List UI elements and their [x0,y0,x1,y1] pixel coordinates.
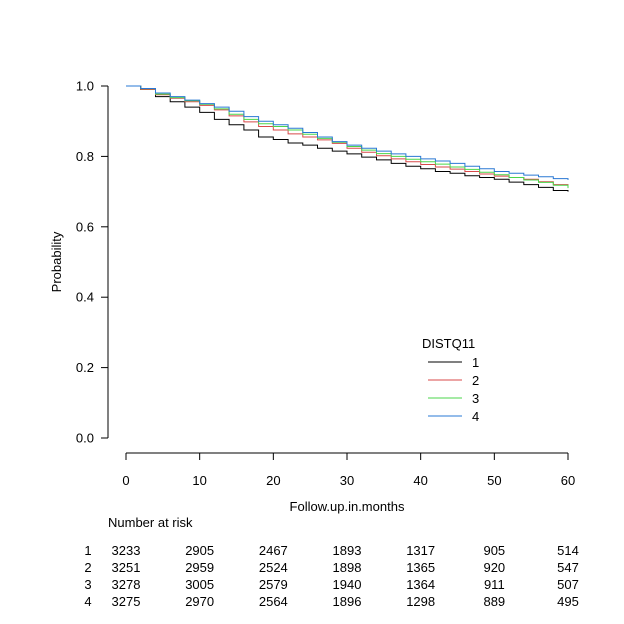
x-tick-label: 0 [122,473,129,488]
risk-value: 2564 [259,594,288,609]
axes-group: 0.0 0.2 0.4 0.6 0.8 1.0 0 10 20 30 40 50 60 Probabi… [49,79,575,515]
y-tick-label: 0.0 [76,431,94,446]
risk-value: 2467 [259,543,288,558]
y-tick-label: 0.8 [76,149,94,164]
risk-value: 2524 [259,560,288,575]
legend: DISTQ11 1 2 3 4 [422,336,479,424]
risk-value: 1940 [333,577,362,592]
risk-value: 3251 [112,560,141,575]
series-line-4 [126,85,569,180]
risk-value: 1896 [333,594,362,609]
series-lines [126,85,569,192]
x-tick-label: 30 [340,473,354,488]
x-tick-label: 60 [561,473,575,488]
risk-value: 547 [557,560,579,575]
risk-value: 2970 [185,594,214,609]
risk-row-label: 2 [84,560,91,575]
series-line-3 [126,85,569,189]
legend-label-1: 1 [472,355,479,370]
risk-row-label: 3 [84,577,91,592]
y-tick-label: 1.0 [76,79,94,94]
y-axis-title: Probability [49,231,64,292]
y-tick-label: 0.2 [76,360,94,375]
risk-value: 514 [557,543,579,558]
risk-value: 1365 [406,560,435,575]
risk-row-label: 4 [84,594,91,609]
risk-value: 1364 [406,577,435,592]
risk-value: 507 [557,577,579,592]
legend-title: DISTQ11 [422,336,475,351]
x-axis-title: Follow.up.in.months [290,499,405,514]
risk-value: 905 [483,543,505,558]
x-tick-label: 50 [487,473,501,488]
legend-label-4: 4 [472,409,479,424]
risk-rows: 1 3233 2905 2467 1893 1317 905 514 2 3251 2959 2524… [84,543,578,609]
risk-value: 3233 [112,543,141,558]
risk-row-label: 1 [84,543,91,558]
risk-value: 3005 [185,577,214,592]
risk-value: 1298 [406,594,435,609]
risk-value: 2905 [185,543,214,558]
legend-label-2: 2 [472,373,479,388]
series-line-1 [126,85,569,192]
legend-label-3: 3 [472,391,479,406]
y-tick-label: 0.4 [76,290,94,305]
risk-value: 1893 [333,543,362,558]
risk-value: 911 [484,577,505,592]
y-tick-label: 0.6 [76,219,94,234]
risk-value: 495 [557,594,579,609]
x-ticks: 0 10 20 30 40 50 60 [122,453,575,488]
risk-table-title: Number at risk [108,515,193,530]
x-tick-label: 40 [413,473,427,488]
x-tick-label: 10 [192,473,206,488]
number-at-risk-table: Number at risk 1 3233 2905 2467 1893 1317 905 5… [84,515,578,609]
x-tick-label: 20 [266,473,280,488]
risk-value: 3275 [112,594,141,609]
risk-value: 920 [483,560,505,575]
y-ticks: 0.0 0.2 0.4 0.6 0.8 1.0 [76,79,108,446]
legend-entries: 1 2 3 4 [428,355,479,424]
risk-value: 2579 [259,577,288,592]
series-line-2 [126,85,569,187]
risk-value: 3278 [112,577,141,592]
risk-value: 2959 [185,560,214,575]
risk-value: 889 [483,594,505,609]
risk-value: 1317 [406,543,435,558]
risk-value: 1898 [333,560,362,575]
